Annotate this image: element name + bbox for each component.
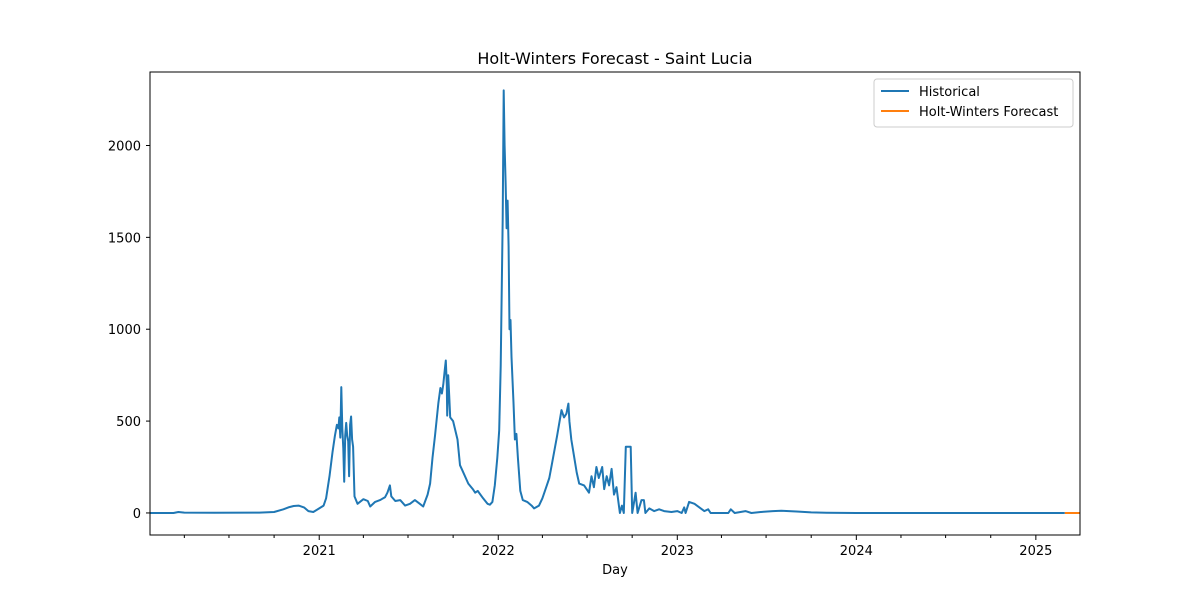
y-tick-label: 0 [133,507,141,522]
y-tick-label: 1500 [108,231,141,246]
legend-label-forecast: Holt-Winters Forecast [919,105,1058,120]
x-tick-label: 2021 [303,544,336,559]
plot-frame [149,71,1081,536]
legend-label-historical: Historical [919,85,980,100]
x-axis-label: Day [602,563,628,578]
x-tick-label: 2024 [840,544,873,559]
y-tick-label: 1000 [108,323,141,338]
x-axis: 2021 2022 2023 2024 2025 [183,535,1052,559]
series-line-historical [150,89,1065,514]
y-tick-label: 2000 [108,139,141,154]
chart-title: Holt-Winters Forecast - Saint Lucia [477,49,752,68]
plot-area [150,72,1080,535]
y-axis: 0 500 1000 1500 2000 [108,139,150,522]
x-tick-label: 2023 [661,544,694,559]
x-tick-label: 2022 [482,544,515,559]
x-tick-label: 2025 [1019,544,1052,559]
series-layer [150,89,1080,514]
y-tick-label: 500 [116,415,141,430]
legend: Historical Holt-Winters Forecast [873,78,1074,128]
legend-box [873,78,1074,128]
